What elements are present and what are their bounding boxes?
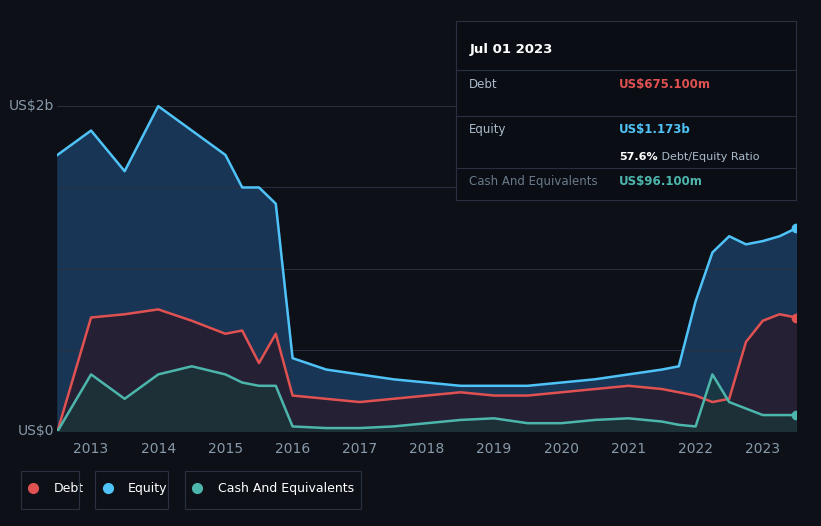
Text: Jul 01 2023: Jul 01 2023 — [470, 43, 553, 56]
Text: Cash And Equivalents: Cash And Equivalents — [470, 175, 598, 188]
Text: Equity: Equity — [470, 123, 507, 136]
Text: Equity: Equity — [128, 482, 167, 495]
Text: US$1.173b: US$1.173b — [619, 123, 691, 136]
Text: Debt: Debt — [53, 482, 84, 495]
Text: US$0: US$0 — [17, 424, 54, 438]
Text: Debt: Debt — [470, 78, 498, 92]
Text: Cash And Equivalents: Cash And Equivalents — [218, 482, 354, 495]
Text: US$96.100m: US$96.100m — [619, 175, 703, 188]
Text: US$2b: US$2b — [8, 99, 54, 113]
Text: US$675.100m: US$675.100m — [619, 78, 711, 92]
Text: 57.6%: 57.6% — [619, 151, 658, 161]
Text: Debt/Equity Ratio: Debt/Equity Ratio — [658, 151, 760, 161]
